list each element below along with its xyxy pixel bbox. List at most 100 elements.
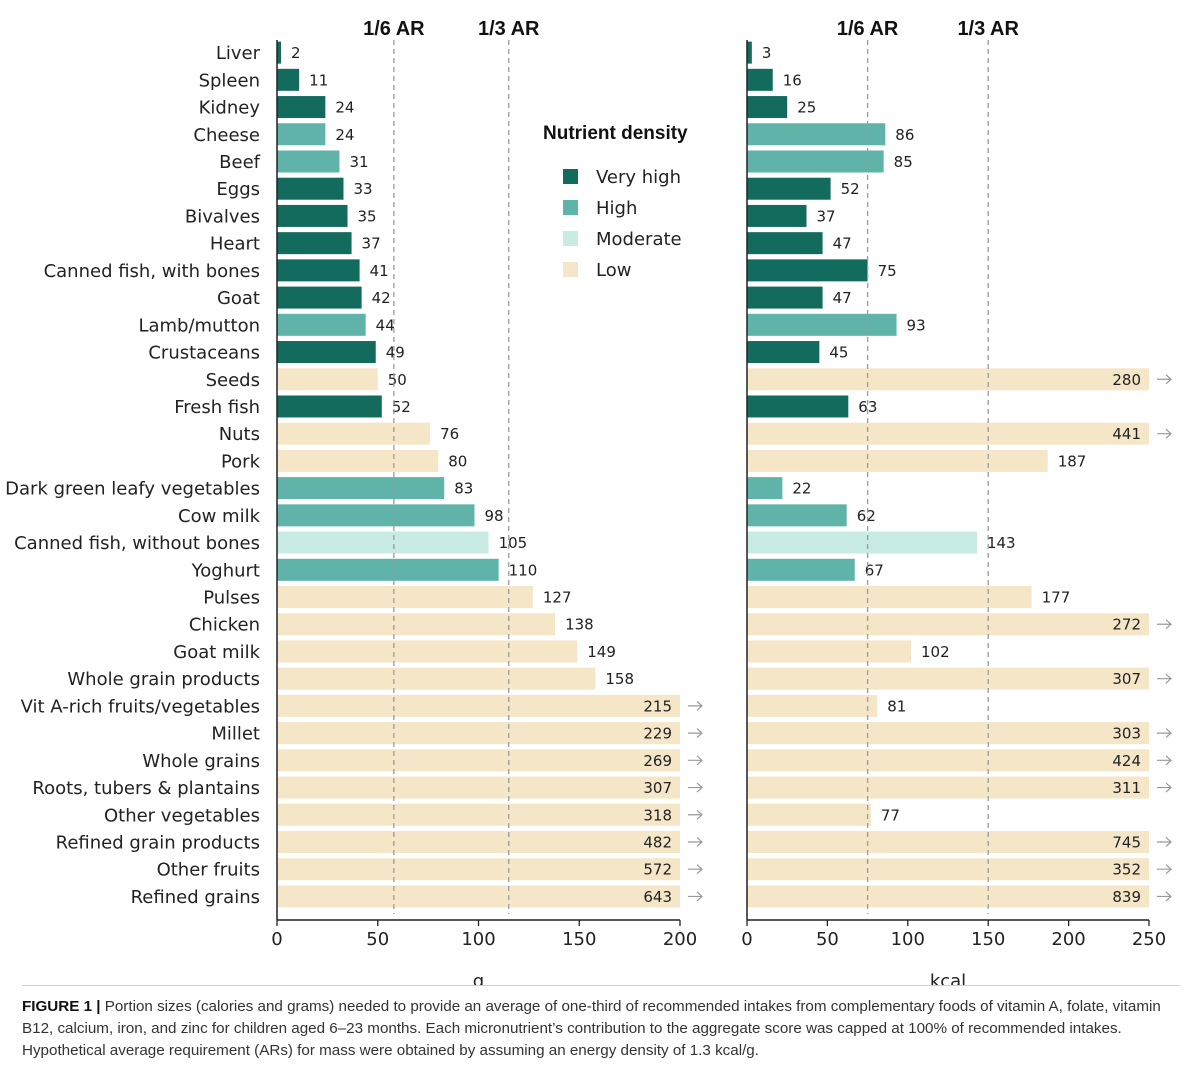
grams-bar-lamb-mutton [277, 313, 366, 336]
kcal-bar-spleen [747, 68, 773, 91]
kcal-value-label: 143 [987, 534, 1016, 552]
kcal-bar-pulses [747, 586, 1032, 609]
grams-bar-liver [277, 41, 282, 64]
category-label-canned-fish-with-bones: Canned fish, with bones [44, 261, 260, 282]
overflow-arrow-icon [1157, 755, 1172, 766]
overflow-arrow-icon [1157, 673, 1172, 684]
kcal-value-label: 177 [1042, 589, 1071, 607]
grams-value-label: 269 [643, 752, 672, 770]
overflow-arrow-icon [688, 864, 703, 875]
kcal-bar-cow-milk [747, 504, 847, 527]
category-label-vit-a-rich-fruits-vegetables: Vit A-rich fruits/vegetables [21, 696, 260, 717]
grams-bar-millet [277, 722, 680, 745]
kcal-bar-other-vegetables [747, 803, 871, 826]
kcal-value-label: 839 [1112, 888, 1141, 906]
legend-label-high: High [596, 198, 637, 219]
kcal-value-label: 67 [865, 561, 884, 579]
category-label-chicken: Chicken [189, 615, 260, 636]
grams-tick-label: 150 [562, 929, 596, 950]
kcal-bar-crustaceans [747, 341, 820, 364]
grams-value-label: 158 [605, 670, 634, 688]
kcal-bar-canned-fish-with-bones [747, 259, 868, 282]
legend-swatch-very-high [563, 169, 578, 184]
kcal-value-label: 187 [1058, 452, 1087, 470]
category-label-whole-grains: Whole grains [142, 751, 260, 772]
grams-bar-goat-milk [277, 640, 578, 663]
grams-bar-crustaceans [277, 341, 376, 364]
kcal-bar-whole-grain-products [747, 667, 1149, 690]
overflow-arrow-icon [688, 755, 703, 766]
kcal-value-label: 86 [895, 126, 914, 144]
kcal-ar-label: 1/6 AR [837, 18, 899, 40]
grams-bar-cow-milk [277, 504, 475, 527]
kcal-value-label: 25 [797, 99, 816, 117]
kcal-bar-refined-grains [747, 885, 1149, 908]
portion-size-chart: Liver Spleen Kidney Cheese Beef Eggs Bivalves H… [5, 18, 1172, 985]
overflow-arrow-icon [1157, 728, 1172, 739]
grams-bar-other-vegetables [277, 803, 680, 826]
category-label-spleen: Spleen [199, 70, 260, 91]
grams-bar-vit-a-rich-fruits-vegetables [277, 694, 680, 717]
kcal-tick-label: 200 [1051, 929, 1085, 950]
kcal-bar-pork [747, 449, 1048, 472]
category-label-canned-fish-without-bones: Canned fish, without bones [14, 533, 260, 554]
grams-value-label: 24 [335, 99, 354, 117]
kcal-value-label: 93 [907, 316, 926, 334]
grams-value-label: 11 [309, 71, 328, 89]
grams-bar-kidney [277, 96, 326, 119]
kcal-bar-chicken [747, 613, 1149, 636]
grams-value-label: 215 [643, 697, 672, 715]
kcal-bar-canned-fish-without-bones [747, 531, 977, 554]
kcal-bar-roots-tubers-plantains [747, 776, 1149, 799]
kcal-tick-label: 150 [971, 929, 1005, 950]
kcal-value-label: 272 [1112, 616, 1141, 634]
overflow-arrow-icon [688, 837, 703, 847]
category-label-millet: Millet [211, 724, 260, 745]
grams-value-label: 229 [643, 725, 672, 743]
overflow-arrow-icon [688, 700, 703, 711]
legend-label-low: Low [596, 260, 631, 281]
grams-value-label: 643 [643, 888, 672, 906]
category-label-crustaceans: Crustaceans [148, 343, 260, 364]
kcal-value-label: 745 [1112, 833, 1141, 851]
kcal-bar-dark-green-leafy-vegetables [747, 477, 783, 500]
grams-bar-yoghurt [277, 558, 499, 581]
grams-bar-refined-grains [277, 885, 680, 908]
grams-value-label: 41 [370, 262, 389, 280]
grams-bar-seeds [277, 368, 378, 391]
kcal-bar-cheese [747, 123, 886, 146]
kcal-bar-refined-grain-products [747, 830, 1149, 853]
grams-tick-label: 0 [271, 929, 282, 950]
grams-value-label: 138 [565, 616, 594, 634]
grams-bar-nuts [277, 422, 431, 445]
caption-divider [22, 985, 1180, 986]
kcal-tick-label: 0 [741, 929, 752, 950]
grams-bar-other-fruits [277, 858, 680, 881]
grams-value-label: 50 [388, 371, 407, 389]
category-label-nuts: Nuts [219, 424, 260, 445]
kcal-value-label: 47 [833, 235, 852, 253]
category-label-eggs: Eggs [216, 179, 260, 200]
category-label-lamb-mutton: Lamb/mutton [138, 315, 260, 336]
caption-text: Portion sizes (calories and grams) neede… [22, 998, 1161, 1059]
kcal-axis-title: kcal [930, 971, 966, 985]
category-label-heart: Heart [210, 234, 260, 255]
kcal-value-label: 47 [833, 289, 852, 307]
grams-value-label: 52 [392, 398, 411, 416]
kcal-bar-other-fruits [747, 858, 1149, 881]
category-label-cheese: Cheese [193, 125, 260, 146]
legend-swatch-moderate [563, 231, 578, 246]
overflow-arrow-icon [1157, 864, 1172, 875]
kcal-tick-label: 100 [891, 929, 925, 950]
overflow-arrow-icon [1157, 428, 1172, 439]
legend-swatch-high [563, 200, 578, 215]
kcal-value-label: 85 [894, 153, 913, 171]
grams-value-label: 35 [358, 207, 377, 225]
category-label-seeds: Seeds [206, 370, 260, 391]
grams-value-label: 105 [499, 534, 528, 552]
kcal-value-label: 63 [858, 398, 877, 416]
grams-value-label: 98 [484, 507, 503, 525]
overflow-arrow-icon [688, 782, 703, 793]
kcal-bar-yoghurt [747, 558, 855, 581]
grams-bar-pork [277, 449, 439, 472]
